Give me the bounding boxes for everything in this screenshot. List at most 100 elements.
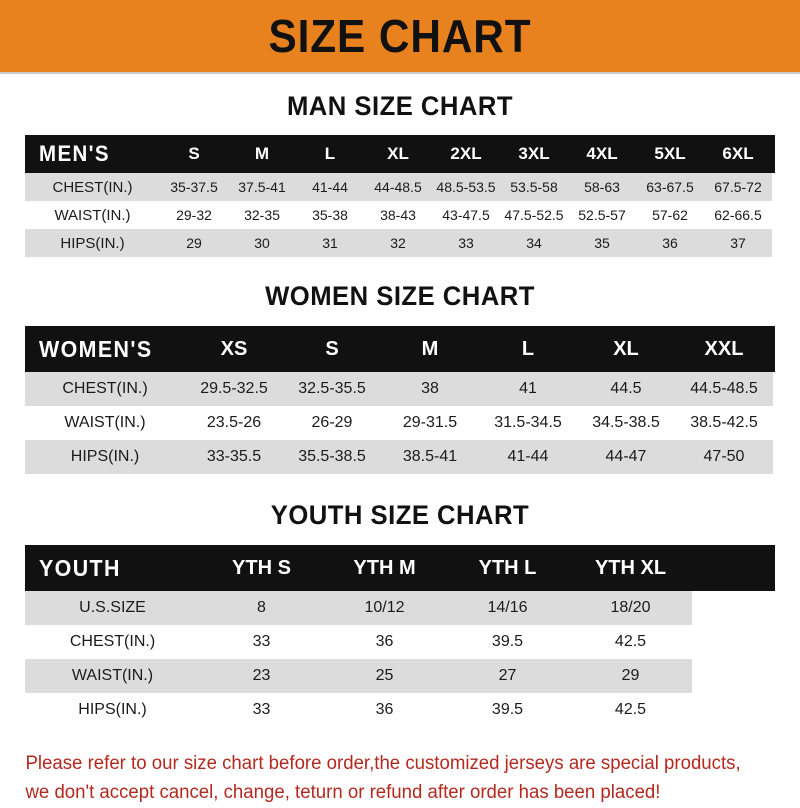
youth-size-table: YOUTH YTH S YTH M YTH L YTH XL U.S.SIZE 8 10/1… [25,545,775,727]
men-size-table: MEN'S S M L XL 2XL 3XL 4XL 5XL 6XL CHEST(IN.) 35-3… [25,135,775,257]
men-size-header: 5XL [654,144,686,163]
women-table-header-row: WOMEN'S XS S M L XL XXL [25,326,775,372]
women-size-section: WOMEN SIZE CHART WOMEN'S XS S M L XL XXL CHEST… [0,281,800,474]
women-table-corner-label: WOMEN'S [25,326,185,372]
men-size-header: M [254,144,270,163]
page-banner: SIZE CHART [0,0,800,74]
women-measurement-cell: 34.5-38.5 [592,414,660,431]
women-measurement-cell: 29-31.5 [402,414,458,431]
men-measurement-cell: 63-67.5 [646,179,694,195]
women-row-spacer [773,440,775,474]
men-measurement-cell: 31 [322,235,338,251]
men-size-header: 3XL [518,144,550,163]
youth-size-header: YTH M [353,556,416,579]
men-measurement-cell: 67.5-72 [714,179,762,195]
women-corner-text: WOMEN'S [39,335,153,362]
men-measurement-cell: 38-43 [380,207,416,223]
women-row-spacer [773,406,775,440]
youth-row-spacer [692,591,775,625]
table-row: CHEST(IN.) 35-37.5 37.5-41 41-44 44-48.5 48.5… [25,173,775,201]
order-disclaimer: Please refer to our size chart before or… [0,749,784,808]
youth-row-label: HIPS(IN.) [78,701,147,718]
youth-measurement-cell: 10/12 [364,599,405,616]
men-row-label: WAIST(IN.) [54,206,131,224]
table-row: WAIST(IN.) 23.5-26 26-29 29-31.5 31.5-34.5 34… [25,406,775,440]
youth-measurement-cell: 39.5 [491,633,524,650]
women-size-header: XL [613,337,639,360]
men-size-header: 2XL [450,144,482,163]
women-measurement-cell: 44-47 [605,448,647,465]
women-measurement-cell: 31.5-34.5 [494,414,562,431]
men-measurement-cell: 32-35 [244,207,280,223]
men-measurement-cell: 37.5-41 [238,179,286,195]
women-measurement-cell: 29.5-32.5 [200,380,268,397]
youth-section-title: YOUTH SIZE CHART [270,500,530,530]
youth-row-label: U.S.SIZE [79,599,146,616]
men-measurement-cell: 29 [186,235,202,251]
youth-size-header: YTH XL [594,556,667,579]
women-size-header: L [521,337,535,360]
youth-measurement-cell: 42.5 [614,701,647,718]
women-measurement-cell: 35.5-38.5 [298,448,366,465]
men-corner-text: MEN'S [39,141,110,166]
men-row-label: HIPS(IN.) [60,234,125,252]
youth-measurement-cell: 33 [252,633,271,650]
men-measurement-cell: 53.5-58 [510,179,558,195]
men-row-spacer [772,201,775,229]
women-measurement-cell: 47-50 [703,448,745,465]
men-header-spacer [772,135,775,173]
table-row: CHEST(IN.) 33 36 39.5 42.5 [25,625,775,659]
youth-row-label: WAIST(IN.) [71,667,154,684]
women-measurement-cell: 38 [421,380,439,397]
men-measurement-cell: 35 [594,235,610,251]
table-row: CHEST(IN.) 29.5-32.5 32.5-35.5 38 41 44.5 44.5… [25,372,775,406]
women-header-spacer [773,326,775,372]
men-section-title: MAN SIZE CHART [286,91,514,121]
men-size-header: XL [387,144,409,163]
youth-size-header: YTH S [232,556,291,579]
youth-measurement-cell: 36 [375,701,394,718]
men-size-header: 6XL [722,144,754,163]
men-measurement-cell: 33 [458,235,474,251]
men-measurement-cell: 37 [730,235,746,251]
women-section-title: WOMEN SIZE CHART [265,281,535,311]
women-measurement-cell: 41-44 [507,448,549,465]
women-measurement-cell: 44.5 [610,380,642,397]
table-row: HIPS(IN.) 33-35.5 35.5-38.5 38.5-41 41-44 44-… [25,440,775,474]
women-measurement-cell: 26-29 [311,414,353,431]
youth-row-spacer [692,659,775,693]
youth-measurement-cell: 14/16 [487,599,528,616]
women-size-header: XXL [704,337,744,360]
youth-table-corner-label: YOUTH [25,545,200,591]
women-size-header: XS [220,337,248,360]
disclaimer-line-2: we don't accept cancel, change, teturn o… [25,782,661,804]
men-measurement-cell: 36 [662,235,678,251]
men-measurement-cell: 30 [254,235,270,251]
men-size-section: MAN SIZE CHART MEN'S S M L XL 2XL 3XL 4XL 5XL 6XL… [0,91,800,257]
women-size-header: S [325,337,339,360]
youth-row-label: CHEST(IN.) [69,633,156,650]
table-row: HIPS(IN.) 29 30 31 32 33 34 35 36 37 [25,229,775,257]
men-measurement-cell: 48.5-53.5 [436,179,496,195]
men-measurement-cell: 43-47.5 [442,207,490,223]
youth-header-spacer [692,545,775,591]
women-size-table: WOMEN'S XS S M L XL XXL CHEST(IN.) 29.5-32.5 32.… [25,326,775,474]
women-row-spacer [773,372,775,406]
youth-measurement-cell: 42.5 [614,633,647,650]
men-size-header: 4XL [586,144,618,163]
men-measurement-cell: 47.5-52.5 [504,207,564,223]
men-row-label: CHEST(IN.) [52,178,133,196]
men-measurement-cell: 44-48.5 [374,179,422,195]
youth-size-section: YOUTH SIZE CHART YOUTH YTH S YTH M YTH L YTH… [0,500,800,727]
women-size-header: M [421,337,439,360]
men-size-header: S [188,144,200,163]
youth-measurement-cell: 33 [252,701,271,718]
men-table-header-row: MEN'S S M L XL 2XL 3XL 4XL 5XL 6XL [25,135,775,173]
men-row-spacer [772,173,775,201]
table-row: HIPS(IN.) 33 36 39.5 42.5 [25,693,775,727]
women-row-label: HIPS(IN.) [70,448,140,465]
youth-corner-text: YOUTH [39,554,121,581]
youth-row-spacer [692,625,775,659]
women-measurement-cell: 32.5-35.5 [298,380,366,397]
